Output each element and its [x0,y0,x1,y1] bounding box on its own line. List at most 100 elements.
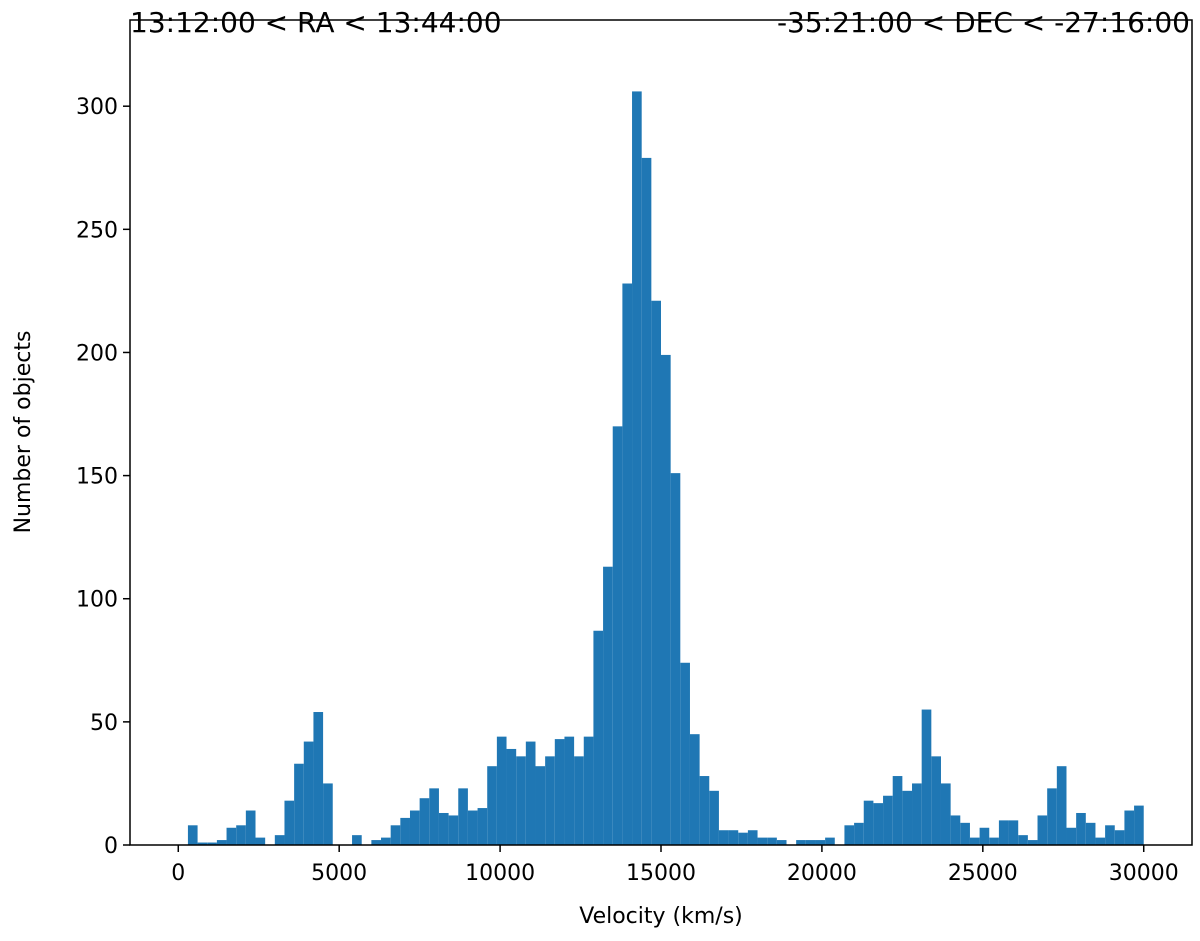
bar [216,840,227,845]
bar [805,840,816,845]
x-tick-label: 15000 [626,861,696,886]
bar [738,832,748,845]
x-tick-label: 10000 [465,861,535,886]
bar [612,426,623,845]
bar [1114,830,1125,845]
bar [467,810,478,845]
bar [979,827,990,845]
bar [477,808,488,845]
bar [844,825,855,845]
chart-title-left: 13:12:00 < RA < 13:44:00 [130,6,502,39]
bar [516,756,526,845]
bar [236,825,246,845]
bar [352,835,362,845]
bar [400,817,410,845]
y-tick-label: 300 [76,95,118,120]
bar [670,473,681,845]
bar [1066,827,1077,845]
bar [989,837,999,845]
bar [661,354,671,845]
bar [1134,805,1144,845]
bar [448,815,459,845]
x-tick-label: 0 [171,861,185,886]
bar [950,815,961,845]
bar [274,835,285,845]
bar [718,830,729,845]
bar [863,800,874,845]
bar [931,756,941,845]
bar [940,783,951,845]
bar [815,840,826,845]
bar [429,788,439,845]
bar [709,790,719,845]
bar [313,712,324,845]
bar [197,842,208,845]
bar [873,803,884,845]
bar [883,795,893,845]
bar [409,810,420,845]
chart-title-right: -35:21:00 < DEC < -27:16:00 [777,6,1190,39]
bar [496,736,507,845]
bar [622,283,633,846]
bar [1008,820,1019,845]
bar [583,736,594,845]
bar [1085,822,1096,845]
bar [603,566,613,845]
bar [921,709,932,845]
bar [506,748,517,845]
y-axis-label: Number of objects [11,331,36,534]
bar [825,837,835,845]
bar [747,830,758,845]
bar [728,830,739,845]
bar [1027,840,1038,845]
bar [226,827,237,845]
y-tick-label: 200 [76,341,118,366]
bar [187,825,198,845]
bar [1124,810,1135,845]
bar [699,776,710,845]
bar [998,820,1009,845]
y-tick-label: 0 [104,834,118,859]
x-tick-label: 25000 [948,861,1018,886]
bar [390,825,401,845]
y-tick-label: 50 [90,711,118,736]
bar [854,822,864,845]
y-tick-label: 250 [76,218,118,243]
bar [294,763,304,845]
bar [487,766,497,845]
bar [757,837,768,845]
bar [554,739,565,845]
bar [207,842,217,845]
bar [525,741,536,845]
bar [1076,812,1086,845]
bar [371,840,382,845]
bar [1018,835,1028,845]
bar [632,91,642,845]
bar [574,756,584,845]
bar [245,810,256,845]
bar [1105,825,1115,845]
bar [912,783,922,845]
bar [545,756,555,845]
bar [969,837,980,845]
y-tick-label: 150 [76,465,118,490]
bar [1095,837,1106,845]
bar [767,837,777,845]
bar [651,300,661,845]
bar [680,662,690,845]
bar [593,630,604,845]
bar [564,736,575,845]
bar [381,837,391,845]
y-tick-label: 100 [76,588,118,613]
bar [776,840,787,845]
bar [689,734,700,845]
x-tick-label: 20000 [787,861,857,886]
x-tick-label: 30000 [1109,861,1179,886]
bar [438,812,449,845]
bar [892,776,903,845]
bar [303,741,314,845]
bar [535,766,546,845]
bar [1037,815,1048,845]
bar [1056,766,1067,845]
